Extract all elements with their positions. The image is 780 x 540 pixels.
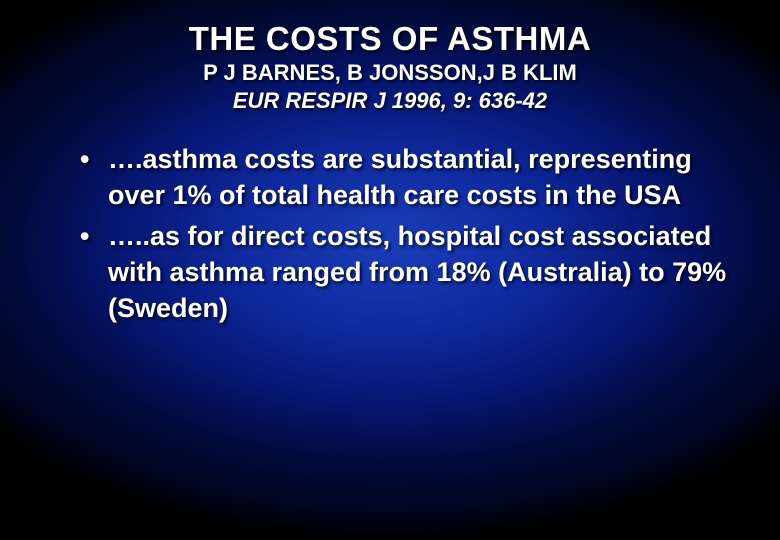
slide-container: THE COSTS OF ASTHMA P J BARNES, B JONSSO…: [0, 0, 780, 540]
bullet-item: …..as for direct costs, hospital cost as…: [80, 219, 730, 326]
bullet-list: ….asthma costs are substantial, represen…: [40, 142, 740, 326]
slide-authors: P J BARNES, B JONSSON,J B KLIM: [40, 60, 740, 86]
slide-citation: EUR RESPIR J 1996, 9: 636-42: [40, 88, 740, 114]
bullet-item: ….asthma costs are substantial, represen…: [80, 142, 730, 213]
slide-title: THE COSTS OF ASTHMA: [40, 20, 740, 58]
